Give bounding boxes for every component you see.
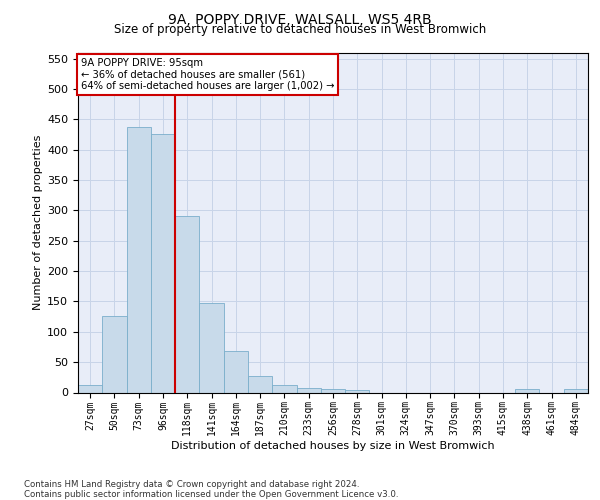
Bar xyxy=(199,303,224,392)
Bar xyxy=(175,216,199,392)
Bar xyxy=(296,388,321,392)
Text: 9A, POPPY DRIVE, WALSALL, WS5 4RB: 9A, POPPY DRIVE, WALSALL, WS5 4RB xyxy=(168,12,432,26)
Bar xyxy=(78,385,102,392)
Bar xyxy=(345,390,370,392)
Bar xyxy=(224,351,248,393)
Text: Size of property relative to detached houses in West Bromwich: Size of property relative to detached ho… xyxy=(114,24,486,36)
X-axis label: Distribution of detached houses by size in West Bromwich: Distribution of detached houses by size … xyxy=(171,441,495,451)
Text: Contains public sector information licensed under the Open Government Licence v3: Contains public sector information licen… xyxy=(24,490,398,499)
Bar xyxy=(321,390,345,392)
Bar xyxy=(248,376,272,392)
Bar xyxy=(151,134,175,392)
Text: 9A POPPY DRIVE: 95sqm
← 36% of detached houses are smaller (561)
64% of semi-det: 9A POPPY DRIVE: 95sqm ← 36% of detached … xyxy=(80,58,334,91)
Text: Contains HM Land Registry data © Crown copyright and database right 2024.: Contains HM Land Registry data © Crown c… xyxy=(24,480,359,489)
Bar xyxy=(127,126,151,392)
Y-axis label: Number of detached properties: Number of detached properties xyxy=(33,135,43,310)
Bar xyxy=(102,316,127,392)
Bar xyxy=(515,390,539,392)
Bar xyxy=(272,385,296,392)
Bar xyxy=(564,390,588,392)
